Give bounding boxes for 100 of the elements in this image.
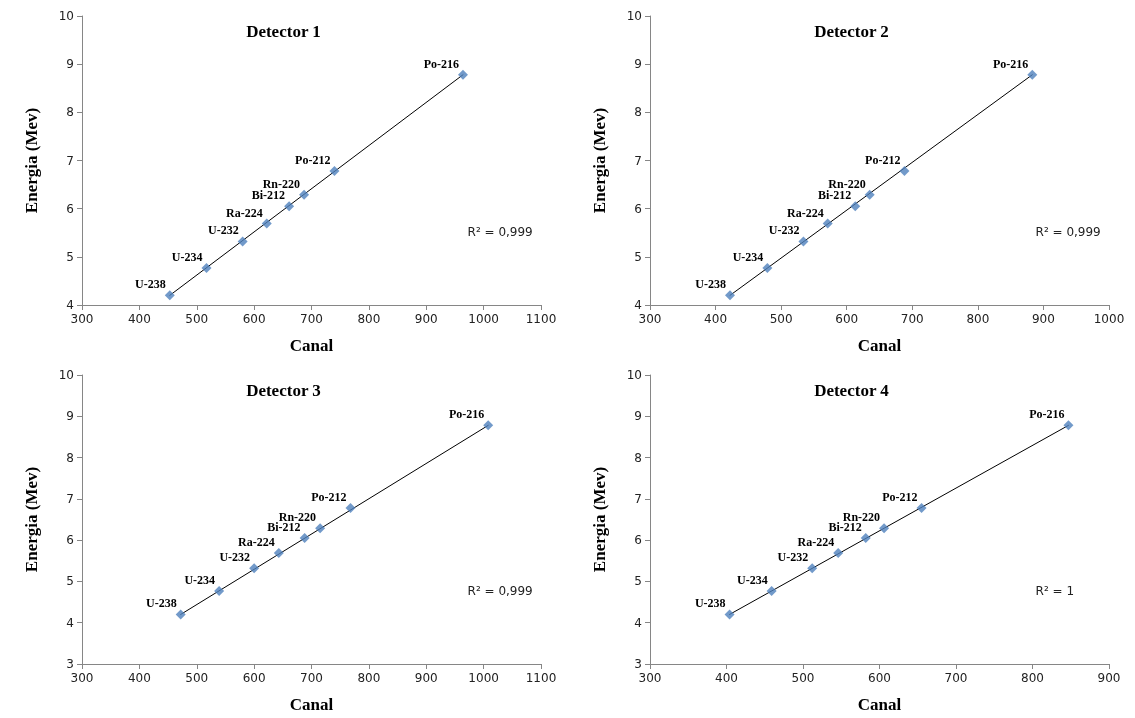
x-tick-label: 1100 [525, 312, 557, 326]
x-tick-label: 300 [70, 312, 94, 326]
annotation: U-234 [184, 572, 216, 587]
x-tick-label: 300 [70, 671, 94, 685]
x-tick-label: 900 [1097, 671, 1121, 685]
point [261, 218, 272, 229]
annotation: Po-212 [311, 489, 347, 504]
annotation: Bi-212 [251, 188, 286, 203]
point [201, 262, 212, 273]
y-tick-label: 4 [66, 298, 74, 312]
point [899, 166, 910, 177]
x-tick-label: 600 [242, 671, 266, 685]
y-tick-label: 9 [66, 409, 74, 424]
point [1063, 420, 1074, 431]
point [864, 189, 875, 200]
y-tick-label: 5 [66, 574, 74, 589]
x-tick-label: 900 [1031, 312, 1055, 326]
x-tick-label: 500 [791, 671, 815, 685]
x-axis-title: Canal [289, 336, 334, 355]
x-axis-title: Canal [857, 336, 902, 355]
x-tick-label: 700 [300, 671, 323, 685]
point [299, 189, 310, 200]
x-tick-label: 500 [185, 671, 209, 685]
y-tick-label: 6 [66, 533, 74, 548]
y-tick-label: 4 [634, 298, 642, 312]
point [798, 236, 809, 247]
point [724, 609, 735, 620]
annotation: U-234 [732, 249, 764, 264]
point [284, 201, 295, 212]
x-tick-label: 400 [127, 312, 151, 326]
annotation: Po-216 [1029, 407, 1065, 422]
annotation: Ra-224 [787, 205, 824, 220]
annotation: Bi-212 [267, 520, 301, 535]
y-tick-label: 9 [66, 57, 74, 72]
y-tick-label: 5 [634, 249, 642, 264]
x-tick-label: 1000 [468, 671, 499, 685]
y-tick-label: 6 [66, 201, 74, 216]
x-tick-label: 1100 [525, 671, 557, 685]
annotation: R² = 0,999 [467, 583, 533, 598]
y-tick-label: 6 [634, 533, 642, 548]
y-tick-label: 10 [626, 9, 642, 23]
point [175, 609, 186, 620]
annotation: R² = 0,999 [467, 224, 533, 239]
x-tick-label: 600 [835, 312, 859, 326]
annotation: Po-216 [992, 56, 1029, 71]
x-tick-label: 800 [357, 312, 381, 326]
x-tick-label: 300 [638, 312, 662, 326]
point [457, 69, 468, 80]
annotation: Po-212 [882, 489, 918, 504]
annotation: Po-216 [448, 407, 485, 422]
point [273, 547, 284, 558]
x-tick-label: 400 [127, 671, 151, 685]
y-tick-label: 7 [634, 153, 642, 168]
x-tick-label: 700 [944, 671, 968, 685]
y-axis-title: Energia (Mev) [590, 107, 609, 214]
y-tick-label: 10 [626, 368, 642, 382]
x-tick-label: 1000 [1093, 312, 1125, 326]
chart-title: Detector 3 [246, 381, 321, 400]
y-axis-title: Energia (Mev) [22, 107, 41, 214]
point [483, 420, 494, 431]
point [299, 533, 310, 544]
x-tick-label: 700 [300, 312, 323, 326]
annotation: U-232 [777, 550, 809, 565]
annotation: Bi-212 [828, 520, 862, 535]
y-tick-label: 9 [634, 409, 642, 424]
annotation: Ra-224 [226, 205, 263, 220]
point [822, 218, 833, 229]
x-tick-label: 400 [715, 671, 738, 685]
y-tick-label: 8 [66, 105, 74, 120]
point [329, 166, 340, 177]
annotation: Ra-224 [238, 534, 275, 549]
x-tick-label: 700 [900, 312, 924, 326]
annotation: Po-212 [865, 153, 901, 168]
point [762, 262, 773, 273]
annotation: U-238 [695, 277, 726, 292]
y-tick-label: 3 [66, 657, 74, 671]
y-tick-label: 6 [634, 201, 642, 216]
annotation: Rn-220 [262, 176, 301, 191]
annotation: U-234 [171, 249, 203, 264]
point [345, 502, 356, 513]
point [164, 290, 175, 301]
point [807, 563, 818, 574]
annotation: U-234 [736, 572, 768, 587]
y-tick-label: 4 [66, 615, 74, 630]
x-tick-label: 500 [185, 312, 209, 326]
y-tick-label: 3 [634, 657, 642, 671]
point [916, 502, 927, 513]
annotation: U-238 [146, 596, 177, 611]
point [237, 236, 248, 247]
x-tick-label: 600 [242, 312, 266, 326]
y-tick-label: 5 [66, 249, 74, 264]
annotation: Ra-224 [797, 534, 835, 549]
y-tick-label: 8 [634, 105, 642, 120]
x-tick-label: 800 [357, 671, 381, 685]
annotation: R² = 0,999 [1035, 224, 1101, 239]
annotation: Po-216 [423, 56, 459, 71]
x-axis-title: Canal [857, 695, 902, 714]
x-tick-label: 900 [414, 671, 438, 685]
chart-title: Detector 1 [246, 22, 321, 41]
annotation: Bi-212 [817, 188, 852, 203]
